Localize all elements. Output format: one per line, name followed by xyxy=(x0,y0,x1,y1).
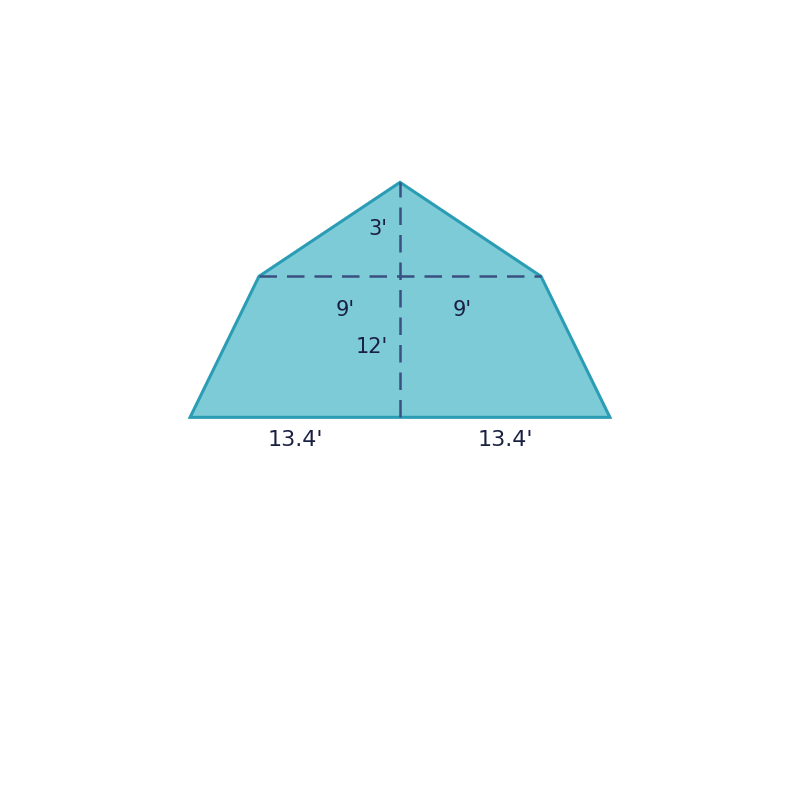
Text: 9': 9' xyxy=(336,300,354,320)
Text: 13.4': 13.4' xyxy=(478,430,533,450)
Text: 3': 3' xyxy=(369,219,387,239)
Text: 12': 12' xyxy=(355,337,387,357)
Polygon shape xyxy=(190,182,610,418)
Text: 13.4': 13.4' xyxy=(267,430,322,450)
Text: 9': 9' xyxy=(453,300,472,320)
